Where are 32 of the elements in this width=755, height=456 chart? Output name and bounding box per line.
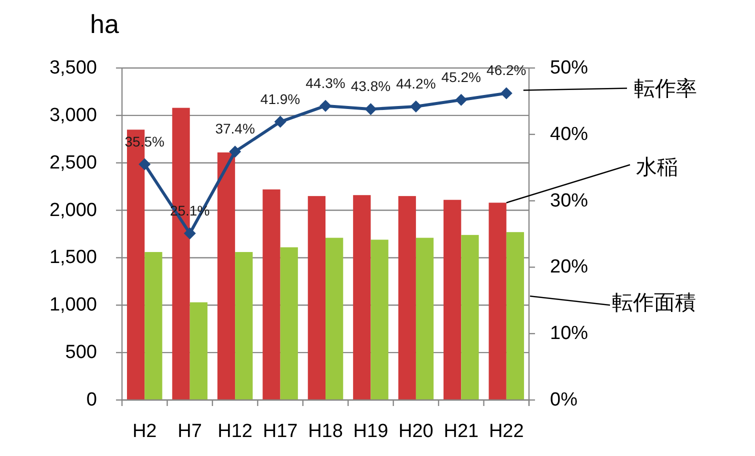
y-tick-label: 3,500 <box>49 58 97 78</box>
y2-tick-label: 10% <box>550 323 588 344</box>
y-tick-label: 500 <box>65 342 97 364</box>
y2-tick-label: 50% <box>550 58 588 78</box>
y2-tick-label: 0% <box>550 390 578 410</box>
data-label: 41.9% <box>260 90 300 107</box>
x-tick-label: H18 <box>308 421 343 442</box>
y-tick-label: 2,500 <box>49 152 97 174</box>
x-tick-label: H17 <box>262 421 298 442</box>
x-tick-label: H19 <box>353 421 388 442</box>
data-label: 46.2% <box>486 62 526 78</box>
x-tick-label: H22 <box>488 421 524 442</box>
data-label: 44.3% <box>306 74 346 91</box>
x-tick-label: H21 <box>444 421 479 442</box>
x-tick-label: H2 <box>132 421 157 442</box>
y-tick-label: 2,000 <box>49 200 97 221</box>
data-label: 37.4% <box>215 120 255 137</box>
data-label: 43.8% <box>350 78 391 94</box>
y2-tick-label: 40% <box>550 124 588 145</box>
x-tick-label: H7 <box>178 421 202 442</box>
data-label: 45.2% <box>441 68 482 85</box>
data-label: 44.2% <box>396 76 436 92</box>
x-tick-label: H20 <box>398 421 434 442</box>
y-tick-label: 1,000 <box>49 294 97 316</box>
y-axis-title: ha <box>90 9 120 39</box>
y2-tick-label: 30% <box>550 190 588 212</box>
y-tick-label: 0 <box>86 390 97 410</box>
y-tick-label: 1,500 <box>49 247 97 268</box>
x-tick-label: H12 <box>218 421 252 442</box>
y2-tick-label: 20% <box>550 256 588 278</box>
data-label: 25.1% <box>170 202 210 218</box>
y-tick-label: 3,000 <box>49 104 97 126</box>
